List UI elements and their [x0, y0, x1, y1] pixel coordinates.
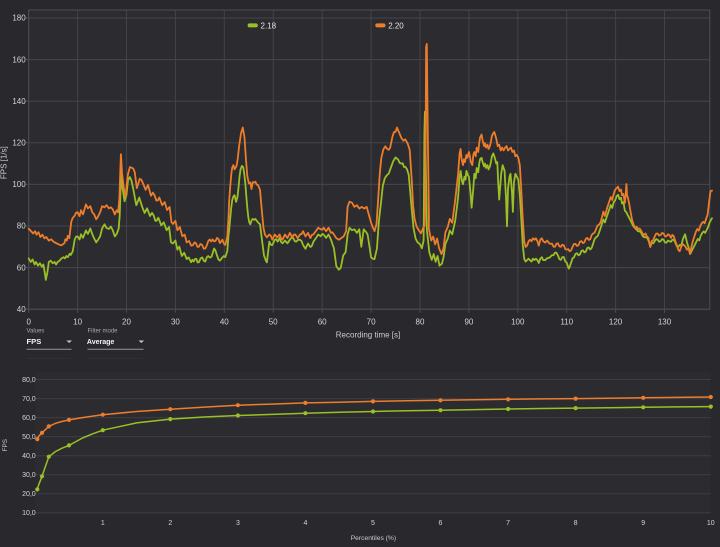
svg-text:80,0: 80,0: [22, 377, 36, 384]
svg-text:5: 5: [371, 520, 375, 527]
svg-text:60: 60: [17, 263, 26, 272]
svg-text:10: 10: [707, 520, 715, 527]
svg-text:3: 3: [236, 520, 240, 527]
svg-text:120: 120: [609, 318, 623, 327]
svg-text:FPS: FPS: [27, 337, 42, 346]
svg-text:20,0: 20,0: [22, 491, 36, 498]
svg-text:180: 180: [12, 14, 26, 23]
svg-text:Values: Values: [27, 329, 45, 335]
svg-text:FPS: FPS: [2, 439, 9, 451]
svg-text:90: 90: [464, 318, 473, 327]
svg-text:70: 70: [367, 318, 376, 327]
svg-text:2.20: 2.20: [388, 22, 404, 31]
svg-text:2.18: 2.18: [261, 22, 277, 31]
svg-text:30: 30: [171, 318, 180, 327]
svg-text:140: 140: [12, 97, 26, 106]
svg-text:1: 1: [101, 520, 105, 527]
svg-text:4: 4: [303, 520, 307, 527]
svg-text:60,0: 60,0: [22, 415, 36, 422]
svg-text:FPS [1/s]: FPS [1/s]: [0, 146, 9, 179]
svg-text:Recording time [s]: Recording time [s]: [336, 331, 400, 340]
svg-text:10: 10: [73, 318, 82, 327]
svg-text:8: 8: [574, 520, 578, 527]
svg-text:70,0: 70,0: [22, 396, 36, 403]
svg-text:9: 9: [641, 520, 645, 527]
svg-text:20: 20: [122, 318, 131, 327]
svg-text:Percentiles (%): Percentiles (%): [351, 535, 396, 542]
svg-text:130: 130: [658, 318, 672, 327]
svg-text:40: 40: [220, 318, 229, 327]
svg-text:120: 120: [12, 139, 26, 148]
svg-text:110: 110: [560, 318, 573, 327]
svg-text:100: 100: [12, 180, 26, 189]
svg-text:160: 160: [12, 55, 26, 64]
svg-text:40,0: 40,0: [22, 453, 36, 460]
svg-text:50: 50: [269, 318, 278, 327]
svg-text:10,0: 10,0: [22, 510, 36, 517]
svg-text:2: 2: [168, 520, 172, 527]
svg-text:50,0: 50,0: [22, 434, 36, 441]
svg-text:Average: Average: [87, 338, 114, 346]
svg-text:Filter mode: Filter mode: [88, 329, 119, 335]
svg-text:0: 0: [26, 318, 31, 327]
svg-text:80: 80: [17, 222, 26, 231]
svg-text:6: 6: [439, 520, 443, 527]
svg-text:100: 100: [511, 318, 525, 327]
svg-text:7: 7: [506, 520, 510, 527]
svg-text:60: 60: [318, 318, 327, 327]
svg-text:30,0: 30,0: [22, 472, 36, 479]
svg-text:40: 40: [17, 305, 26, 314]
svg-text:80: 80: [416, 318, 425, 327]
